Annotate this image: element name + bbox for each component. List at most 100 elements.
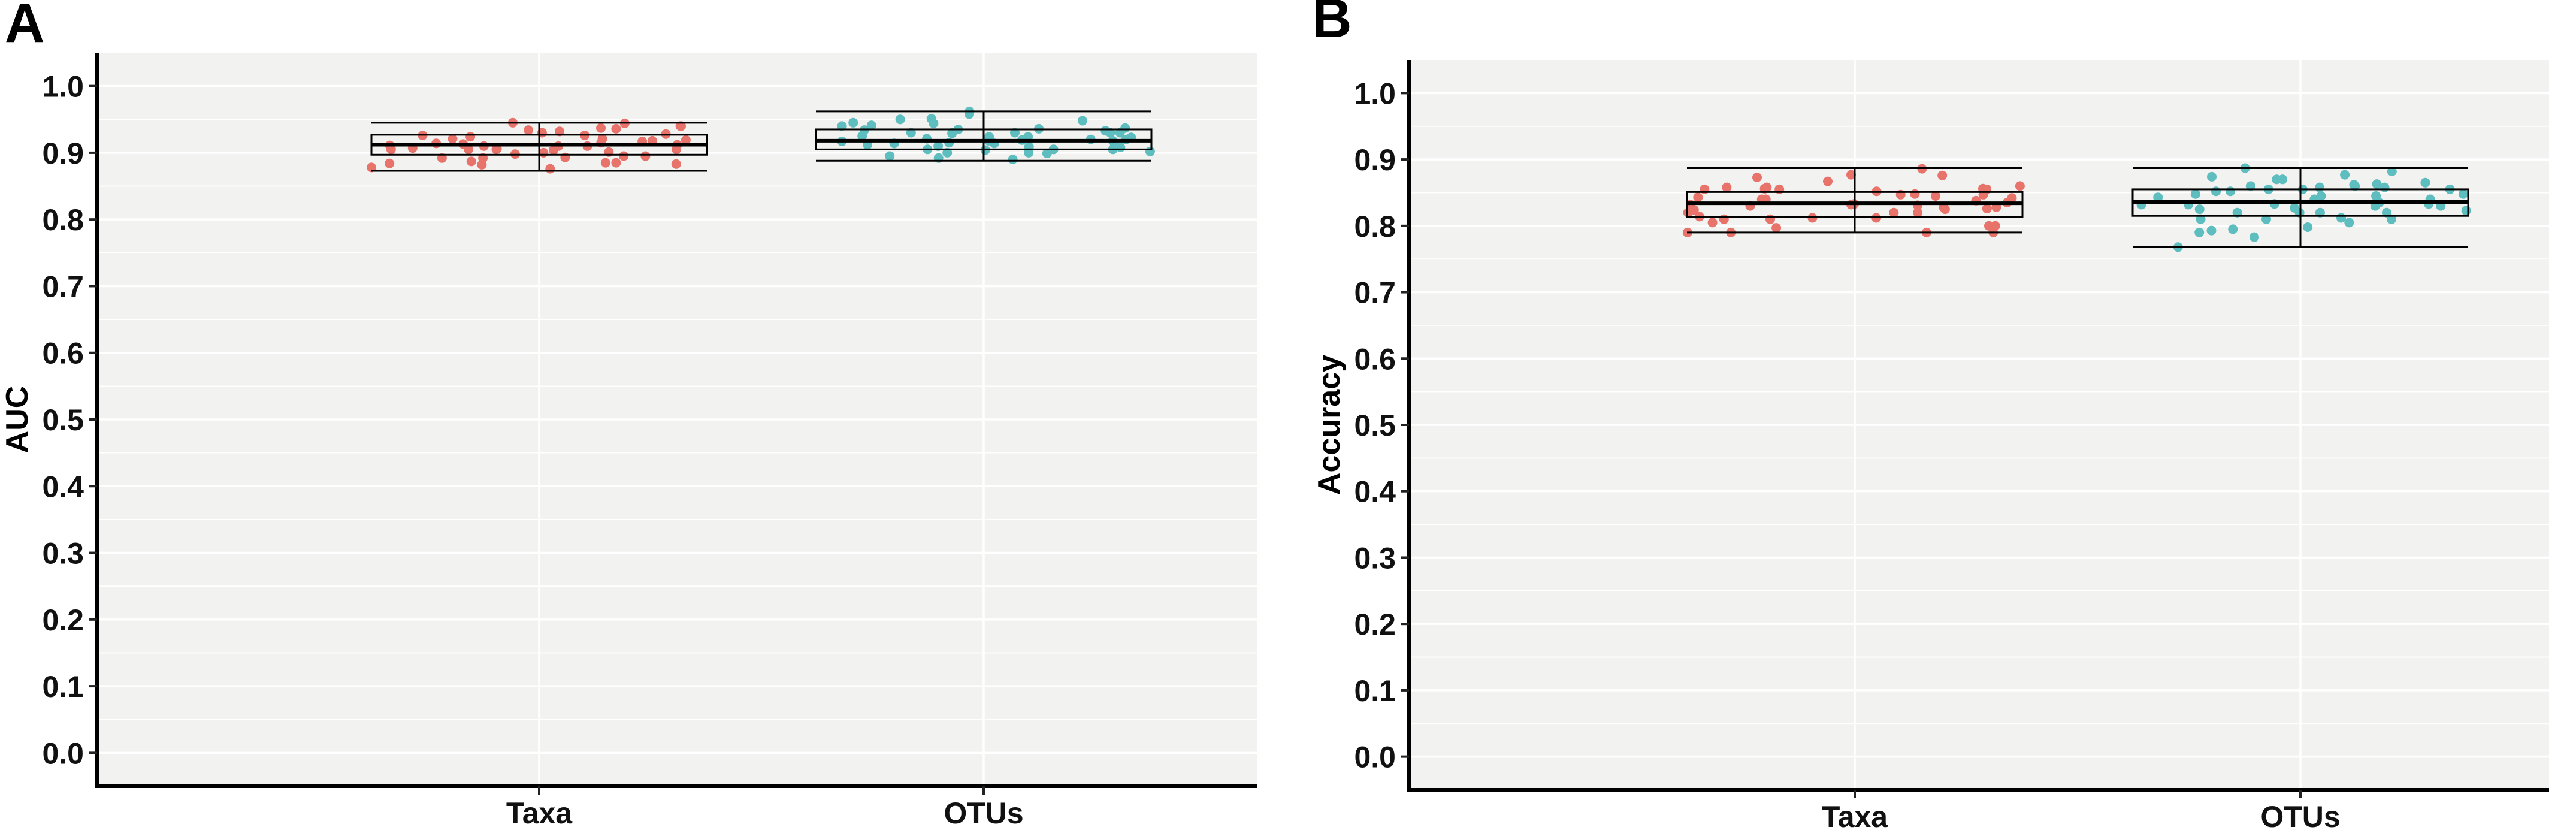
data-point	[1910, 189, 1920, 199]
y-tick-label: 0.8	[42, 203, 84, 237]
data-point	[1689, 205, 1699, 215]
data-point	[1913, 207, 1923, 218]
x-tick-label: OTUs	[2260, 800, 2340, 830]
data-point	[1990, 221, 2000, 231]
data-point	[2015, 181, 2025, 191]
y-tick-label: 0.4	[1354, 475, 1396, 509]
data-point	[866, 120, 876, 131]
data-point	[1771, 223, 1782, 233]
data-point	[2290, 203, 2299, 213]
data-point	[1024, 147, 1034, 158]
data-point	[2380, 182, 2390, 192]
data-point	[448, 134, 458, 144]
panel-letter: A	[5, 0, 44, 54]
data-point	[2315, 182, 2325, 192]
y-tick-label: 0.9	[1354, 143, 1396, 177]
data-point	[619, 151, 629, 161]
data-point	[1982, 204, 1992, 213]
data-point	[466, 156, 476, 167]
data-point	[676, 121, 686, 131]
data-point	[885, 151, 895, 161]
data-point	[681, 135, 691, 145]
data-point	[2461, 206, 2471, 216]
y-tick-label: 0.1	[42, 670, 84, 704]
data-point	[555, 126, 564, 137]
data-point	[524, 125, 533, 135]
data-point	[1693, 192, 1703, 203]
data-point	[600, 158, 610, 168]
data-point	[597, 134, 607, 144]
x-tick-label: OTUs	[944, 796, 1023, 830]
data-point	[857, 131, 867, 141]
data-point	[1115, 143, 1126, 152]
data-point	[2194, 227, 2205, 237]
data-point	[2245, 181, 2255, 191]
data-point	[2228, 224, 2238, 234]
data-point	[2420, 177, 2430, 188]
y-tick-label: 0.3	[1354, 541, 1396, 575]
panel-b: 0.0 0.1 0.2 0.3 0.4 0.5 0.6 0.7 0.8 0.9 1.0 Taxa OTU…	[1312, 0, 2549, 830]
y-tick-label: 0.5	[1354, 409, 1396, 442]
data-point	[1010, 128, 1020, 138]
y-tick-label: 0.6	[42, 337, 84, 370]
data-point	[2190, 189, 2200, 199]
series-taxa	[1682, 164, 2025, 237]
data-point	[1707, 218, 1718, 228]
data-point	[1105, 128, 1115, 138]
data-point	[2206, 225, 2217, 236]
data-point	[2250, 232, 2259, 242]
data-point	[2272, 174, 2282, 185]
y-tick-label: 0.2	[42, 603, 84, 637]
data-point	[539, 147, 549, 158]
y-tick-label: 0.0	[42, 737, 84, 770]
data-point	[1846, 170, 1856, 180]
data-point	[2387, 167, 2397, 176]
data-point	[1752, 173, 1762, 182]
data-point	[2382, 207, 2391, 218]
data-point	[465, 132, 476, 142]
data-point	[2153, 192, 2163, 203]
data-point	[1762, 182, 1772, 192]
data-point	[1120, 123, 1130, 133]
data-point	[672, 144, 681, 155]
y-tick-label: 0.4	[42, 470, 84, 503]
data-point	[2211, 186, 2221, 197]
y-tick-label: 0.1	[1354, 674, 1396, 708]
data-point	[2372, 179, 2382, 189]
data-point	[895, 114, 905, 125]
data-point	[478, 153, 488, 163]
data-point	[2315, 207, 2325, 218]
data-point	[1889, 207, 1899, 218]
data-point	[2336, 213, 2346, 223]
data-point	[611, 123, 621, 134]
data-point	[611, 158, 621, 168]
data-point	[491, 144, 501, 155]
y-tick-label: 0.8	[1354, 210, 1396, 243]
data-point	[2225, 186, 2235, 197]
panel-letter: B	[1312, 0, 1352, 49]
y-tick-label: 0.0	[1354, 741, 1396, 774]
data-point	[2340, 170, 2350, 180]
data-point	[837, 121, 847, 131]
y-tick-label: 1.0	[42, 70, 84, 104]
data-point	[2303, 222, 2313, 232]
data-point	[2207, 171, 2217, 182]
data-point	[942, 147, 953, 158]
data-point	[1145, 146, 1155, 156]
y-tick-label: 0.3	[42, 537, 84, 571]
data-point	[1719, 214, 1729, 224]
x-tick-label: Taxa	[1822, 800, 1888, 830]
y-tick-label: 0.2	[1354, 608, 1396, 641]
data-point	[929, 118, 939, 128]
data-point	[1722, 182, 1732, 192]
data-point	[947, 128, 957, 138]
series-otus	[815, 106, 1155, 164]
data-point	[1078, 116, 1087, 126]
series-otus	[2131, 163, 2471, 252]
data-point	[1931, 191, 1940, 201]
y-axis-title: Accuracy	[1312, 355, 1347, 495]
data-point	[545, 164, 555, 174]
data-point	[1765, 214, 1775, 224]
data-point	[2232, 207, 2242, 218]
